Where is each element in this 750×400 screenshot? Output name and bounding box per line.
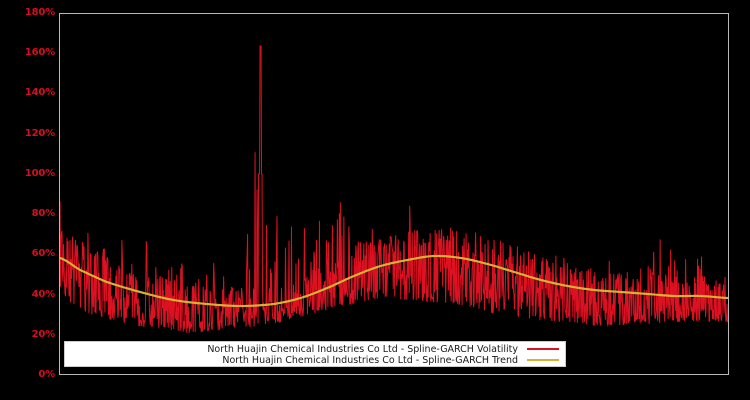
volatility-series-path bbox=[60, 45, 728, 333]
legend-entry-trend[interactable]: North Huajin Chemical Industries Co Ltd … bbox=[65, 354, 565, 366]
y-tick-label: 140% bbox=[24, 87, 55, 99]
legend-swatch-trend bbox=[527, 359, 559, 361]
chart-legend: North Huajin Chemical Industries Co Ltd … bbox=[64, 341, 566, 367]
y-tick-label: 60% bbox=[31, 248, 56, 260]
legend-entry-volatility[interactable]: North Huajin Chemical Industries Co Ltd … bbox=[65, 343, 565, 355]
y-tick-label: 180% bbox=[24, 7, 55, 18]
y-tick-label: 80% bbox=[31, 208, 56, 220]
chart-canvas bbox=[60, 45, 728, 333]
trend-series-path bbox=[60, 254, 728, 308]
y-tick-label: 40% bbox=[31, 288, 56, 300]
plot-area bbox=[59, 13, 729, 375]
y-tick-label: 160% bbox=[24, 47, 55, 59]
legend-label-volatility: North Huajin Chemical Industries Co Ltd … bbox=[207, 343, 518, 355]
y-tick-label: 120% bbox=[24, 127, 55, 139]
y-tick-label: 0% bbox=[38, 369, 55, 380]
y-tick-label: 100% bbox=[24, 167, 55, 179]
legend-label-trend: North Huajin Chemical Industries Co Ltd … bbox=[222, 354, 518, 366]
y-tick-label: 20% bbox=[31, 328, 56, 340]
y-axis: 180% 160% 140% 120% 100% 80% 60% 40% 20% 0% bbox=[0, 0, 55, 400]
trend-series-group bbox=[60, 254, 728, 308]
volatility-series-group bbox=[60, 45, 728, 333]
legend-swatch-volatility bbox=[527, 348, 559, 350]
